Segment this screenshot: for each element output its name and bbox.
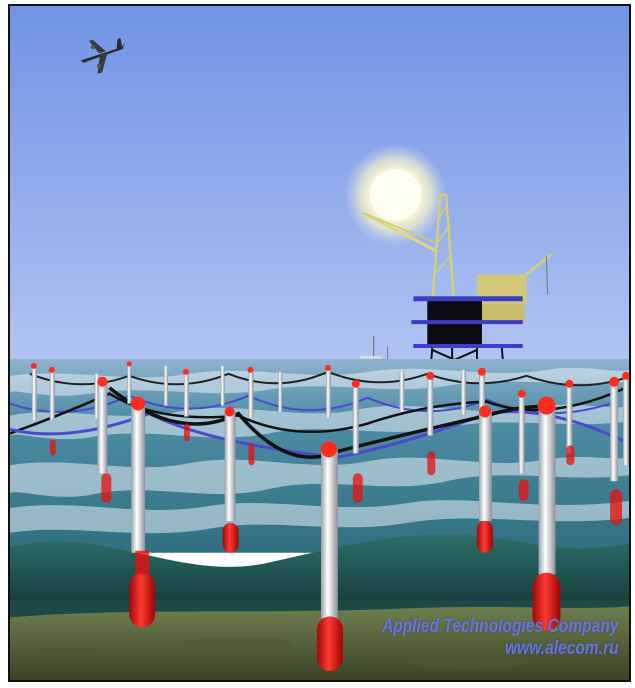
foreground-buoys [97, 376, 561, 672]
background-buoys [30, 361, 629, 525]
watermark-url: www.alecom.ru [505, 638, 619, 659]
watermark-company: Applied Technologies Company [382, 616, 619, 637]
airplane-icon [80, 38, 126, 74]
illustration-frame: Applied Technologies Company www.alecom.… [8, 4, 631, 682]
oil-platform-icon [362, 193, 553, 372]
ocean-scene [10, 6, 629, 680]
